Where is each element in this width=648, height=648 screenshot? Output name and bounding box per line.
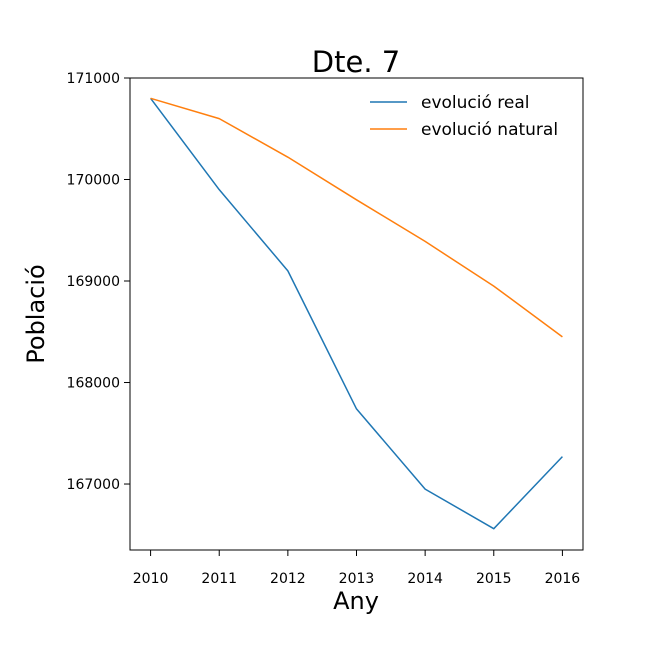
legend-label: evolució natural <box>421 120 558 140</box>
x-tick-label: 2015 <box>476 571 512 587</box>
legend-label: evolució real <box>421 93 530 113</box>
series-line-real <box>149 97 563 530</box>
x-tick-label: 2014 <box>407 571 443 587</box>
series-lines <box>149 97 563 530</box>
y-axis-label: Població <box>22 264 50 363</box>
y-tick-label: 169000 <box>67 274 120 290</box>
x-tick-label: 2013 <box>339 571 375 587</box>
legend: evolució real evolució natural <box>370 93 558 140</box>
y-tick-label: 168000 <box>67 376 120 392</box>
x-tick-label: 2016 <box>545 571 581 587</box>
x-axis-ticks: 2010 2011 2012 2013 2014 2015 2016 <box>133 550 581 587</box>
y-tick-label: 171000 <box>67 71 120 87</box>
y-axis-ticks: 167000 168000 169000 170000 171000 <box>67 71 130 493</box>
y-tick-label: 167000 <box>67 477 120 493</box>
y-tick-label: 170000 <box>67 173 120 189</box>
x-tick-label: 2010 <box>133 571 169 587</box>
series-line-natural <box>150 97 563 338</box>
x-tick-label: 2012 <box>270 571 306 587</box>
x-axis-label: Any <box>333 587 379 615</box>
chart-title: Dte. 7 <box>312 45 400 79</box>
x-tick-label: 2011 <box>201 571 237 587</box>
